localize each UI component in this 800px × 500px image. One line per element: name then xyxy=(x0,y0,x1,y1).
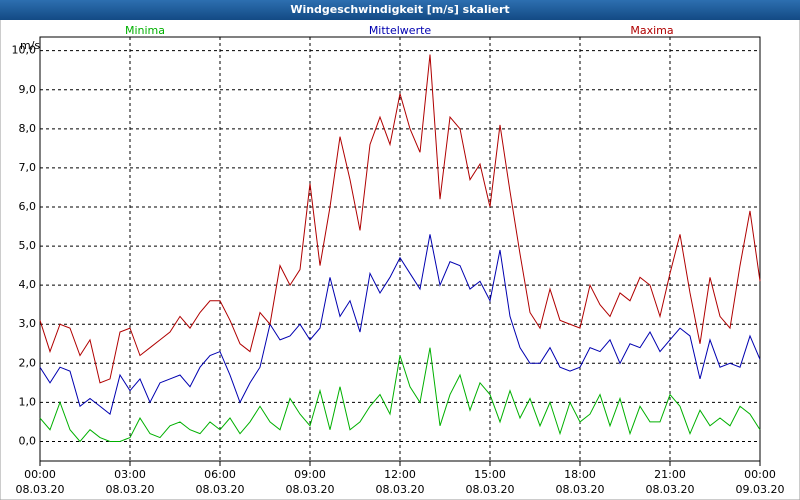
y-axis-label: m/s xyxy=(20,39,40,52)
y-tick-label: 6,0 xyxy=(19,200,37,213)
y-tick-label: 9,0 xyxy=(19,83,37,96)
x-tick-label-line: 21:00 xyxy=(654,468,686,481)
x-tick-label-line: 15:00 xyxy=(474,468,506,481)
x-tick-label: 06:00 08.03.20 xyxy=(196,468,245,496)
y-tick-label: 7,0 xyxy=(19,161,37,174)
x-tick-label-line: 00:00 xyxy=(744,468,776,481)
x-tick-label-line: 09:00 xyxy=(294,468,326,481)
plot-border xyxy=(39,36,761,462)
y-tick-label: 8,0 xyxy=(19,122,37,135)
y-tick-label: 3,0 xyxy=(19,317,37,330)
line-series xyxy=(39,347,761,443)
chart-title: Windgeschwindigkeit [m/s] skaliert xyxy=(290,3,509,16)
y-tick-label: 1,0 xyxy=(19,395,37,408)
x-tick-label-line: 08.03.20 xyxy=(646,483,695,496)
x-tick-label: 15:00 08.03.20 xyxy=(466,468,515,496)
x-tick-label-line: 08.03.20 xyxy=(556,483,605,496)
legend-label: Maxima xyxy=(630,24,673,37)
x-tick-label-line: 12:00 xyxy=(384,468,416,481)
x-tick-label-line: 00:00 xyxy=(24,468,56,481)
x-tick-label-line: 18:00 xyxy=(564,468,596,481)
line-series xyxy=(39,234,761,415)
x-tick-label-line: 08.03.20 xyxy=(466,483,515,496)
x-tick-label-line: 06:00 xyxy=(204,468,236,481)
x-tick-label: 18:00 08.03.20 xyxy=(556,468,605,496)
x-tick-label: 00:00 09.03.20 xyxy=(736,468,785,496)
line-series xyxy=(39,54,761,384)
x-tick-label: 00:00 08.03.20 xyxy=(16,468,65,496)
x-tick-label: 09:00 08.03.20 xyxy=(286,468,335,496)
x-tick-label-line: 09.03.20 xyxy=(736,483,785,496)
x-tick-label: 03:00 08.03.20 xyxy=(106,468,155,496)
x-tick-label-line: 08.03.20 xyxy=(286,483,335,496)
y-tick-label: 2,0 xyxy=(19,356,37,369)
x-tick-label: 21:00 08.03.20 xyxy=(646,468,695,496)
y-tick-label: 0,0 xyxy=(19,434,37,447)
x-tick-label-line: 08.03.20 xyxy=(106,483,155,496)
y-tick-label: 4,0 xyxy=(19,278,37,291)
y-tick-label: 5,0 xyxy=(19,239,37,252)
y-tick-label: 10,0 xyxy=(12,44,37,57)
x-tick-label-line: 08.03.20 xyxy=(376,483,425,496)
x-tick-label: 12:00 08.03.20 xyxy=(376,468,425,496)
legend-label: Mittelwerte xyxy=(369,24,432,37)
x-tick-label-line: 08.03.20 xyxy=(196,483,245,496)
x-tick-label-line: 03:00 xyxy=(114,468,146,481)
x-tick-label-line: 08.03.20 xyxy=(16,483,65,496)
legend-label: Minima xyxy=(125,24,165,37)
title-bar xyxy=(0,0,800,20)
